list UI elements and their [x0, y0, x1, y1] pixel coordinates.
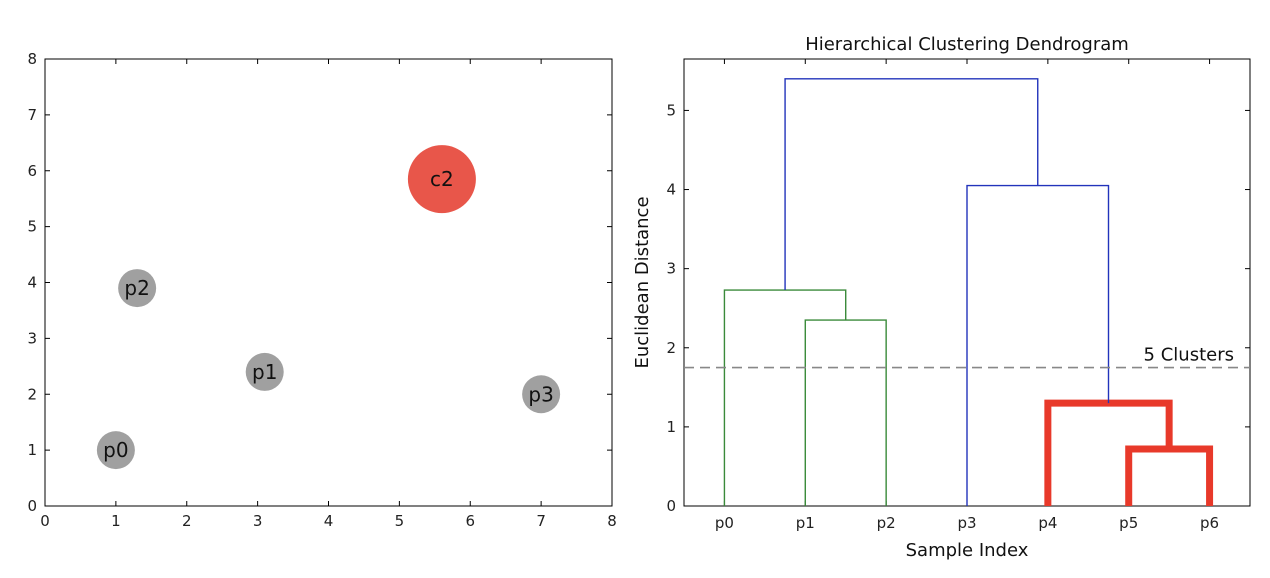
y-tick-label: 3 [27, 329, 37, 347]
dendrogram-link-p0-p1-p2 [723, 289, 847, 506]
point-label: p0 [103, 438, 128, 462]
point-label: p1 [252, 360, 277, 384]
y-tick-label: 8 [27, 50, 37, 68]
y-tick-label: 0 [666, 497, 676, 515]
x-axis-label: Sample Index [906, 540, 1029, 561]
leaf-label-p4: p4 [1038, 514, 1057, 532]
x-tick-label: 8 [607, 512, 617, 530]
y-tick-label: 1 [27, 441, 37, 459]
y-tick-label: 5 [666, 101, 676, 119]
cut-line-label: 5 Clusters [1144, 345, 1234, 366]
leaf-label-p0: p0 [715, 514, 734, 532]
leaf-label-p1: p1 [796, 514, 815, 532]
scatter-point-p2 [118, 269, 157, 308]
x-tick-label: 0 [40, 512, 50, 530]
y-tick-label: 4 [27, 274, 37, 292]
scatter-chart: 0 1 2 3 4 5 6 7 8 0 1 2 3 4 5 6 7 8 p0 p1 p2 p3 c2 [27, 50, 616, 530]
leaf-label-p2: p2 [877, 514, 896, 532]
x-tick-label: 6 [465, 512, 475, 530]
scatter-point-p1 [245, 352, 284, 391]
scatter-point-p3 [522, 375, 561, 414]
scatter-point-p0 [96, 431, 135, 470]
leaf-label-p6: p6 [1200, 514, 1219, 532]
point-label: c2 [430, 167, 454, 191]
y-tick-label: 4 [666, 181, 676, 199]
scatter-point-c2 [407, 145, 476, 214]
y-tick-label: 6 [27, 162, 37, 180]
point-label: p2 [124, 276, 149, 300]
point-label: p3 [528, 382, 553, 406]
y-tick-label: 5 [27, 218, 37, 236]
leaf-label-p5: p5 [1119, 514, 1138, 532]
dendrogram-link-p0-p1-p2-p3-p4-p5-p6 [784, 78, 1039, 291]
x-tick-label: 1 [111, 512, 121, 530]
dendrogram-chart: 0 1 2 3 4 5 p0 p1 p2 p3 p4 p5 p6 5 Clusters Hierarchic… [632, 34, 1251, 561]
y-tick-label: 7 [27, 106, 37, 124]
y-tick-label: 2 [666, 339, 676, 357]
y-axis-label: Euclidean Distance [632, 196, 653, 368]
leaf-label-p3: p3 [957, 514, 976, 532]
y-tick-label: 1 [666, 418, 676, 436]
y-tick-label: 2 [27, 385, 37, 403]
x-tick-label: 3 [253, 512, 263, 530]
y-tick-label: 0 [27, 497, 37, 515]
y-tick-label: 3 [666, 260, 676, 278]
x-tick-label: 7 [536, 512, 546, 530]
x-tick-label: 5 [395, 512, 405, 530]
dendrogram-link-p1-p2 [804, 319, 887, 506]
chart-title: Hierarchical Clustering Dendrogram [805, 34, 1129, 55]
x-tick-label: 4 [324, 512, 334, 530]
x-tick-label: 2 [182, 512, 192, 530]
